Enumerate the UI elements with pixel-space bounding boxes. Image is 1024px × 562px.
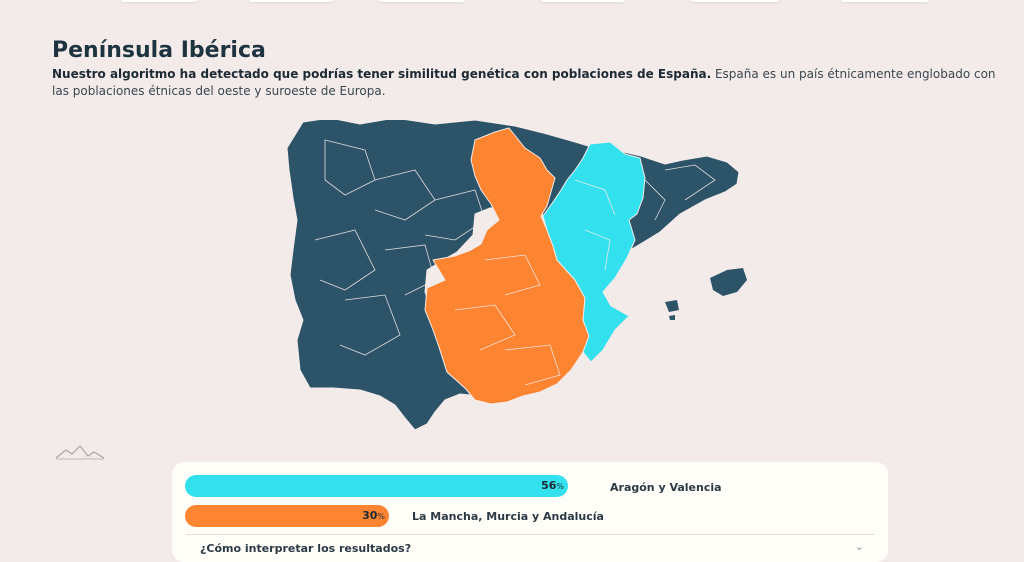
results-card: 56% Aragón y Valencia 30% La Mancha, Mur… — [172, 462, 888, 562]
result-bar: 56% — [185, 475, 568, 497]
map-region-cyan — [542, 141, 646, 363]
map-island-mallorca — [710, 268, 747, 296]
result-label: Aragón y Valencia — [610, 481, 722, 494]
top-tab[interactable] — [690, 0, 780, 2]
divider — [186, 534, 874, 535]
map-island-ibiza — [665, 300, 679, 312]
result-label: La Mancha, Murcia y Andalucía — [412, 510, 604, 523]
top-tab[interactable] — [540, 0, 626, 2]
result-value: 30% — [362, 509, 385, 522]
result-bar: 30% — [185, 505, 389, 527]
top-tab[interactable] — [120, 0, 198, 2]
section-description: Nuestro algoritmo ha detectado que podrí… — [52, 66, 1002, 100]
top-tab[interactable] — [378, 0, 466, 2]
description-highlight: Nuestro algoritmo ha detectado que podrí… — [52, 67, 712, 81]
top-tab[interactable] — [840, 0, 930, 2]
mountain-icon — [55, 445, 105, 460]
top-tab[interactable] — [248, 0, 334, 2]
description-text: España es un país étnicamente englobado … — [52, 67, 996, 98]
map-region-orange — [424, 127, 590, 405]
faq-question[interactable]: ¿Cómo interpretar los resultados? — [200, 542, 412, 555]
section-title: Península Ibérica — [52, 38, 266, 63]
top-tab-strip — [0, 0, 1024, 6]
map-island-formentera — [669, 315, 675, 320]
result-value: 56% — [541, 479, 564, 492]
iberian-peninsula-map — [286, 120, 747, 431]
chevron-down-icon[interactable]: ⌄ — [854, 540, 864, 553]
